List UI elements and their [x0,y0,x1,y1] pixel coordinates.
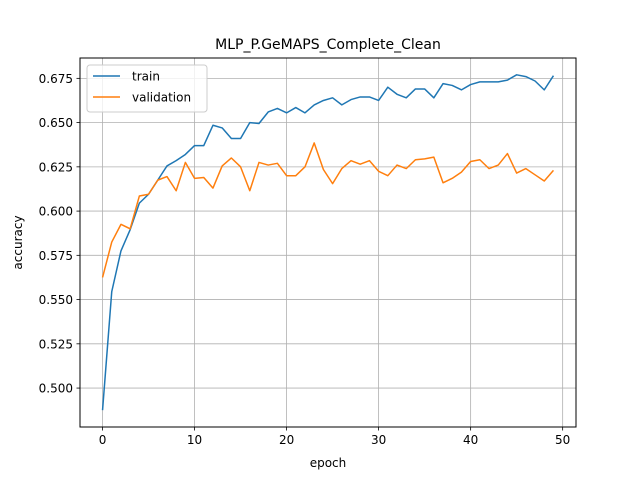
y-tick-label: 0.550 [39,293,73,307]
x-tick-label: 0 [99,433,107,447]
series-line-train [101,74,555,411]
x-tick-label: 30 [371,433,386,447]
y-tick-label: 0.650 [39,116,73,130]
y-tick-label: 0.500 [39,382,73,396]
legend-label-validation: validation [132,91,191,105]
x-axis-label: epoch [310,456,347,470]
x-tick-label: 40 [463,433,478,447]
y-tick-label: 0.600 [39,205,73,219]
chart-title: MLP_P.GeMAPS_Complete_Clean [215,37,441,53]
grid [80,58,576,427]
x-tick-label: 20 [279,433,294,447]
y-axis-label: accuracy [11,215,25,269]
legend-label-train: train [132,70,160,84]
plot-frame [79,57,577,428]
series-group [101,74,555,411]
y-tick-label: 0.575 [39,249,73,263]
y-tick-label: 0.625 [39,160,73,174]
y-tick-label: 0.525 [39,337,73,351]
legend: train validation [86,64,208,113]
series-line-validation [101,142,555,278]
x-tick-label: 50 [555,433,570,447]
ticks: 0 10 20 30 40 50 0.500 0.525 0.550 0.575 0.600 0.62… [39,72,571,447]
x-tick-label: 10 [187,433,202,447]
y-tick-label: 0.675 [39,72,73,86]
